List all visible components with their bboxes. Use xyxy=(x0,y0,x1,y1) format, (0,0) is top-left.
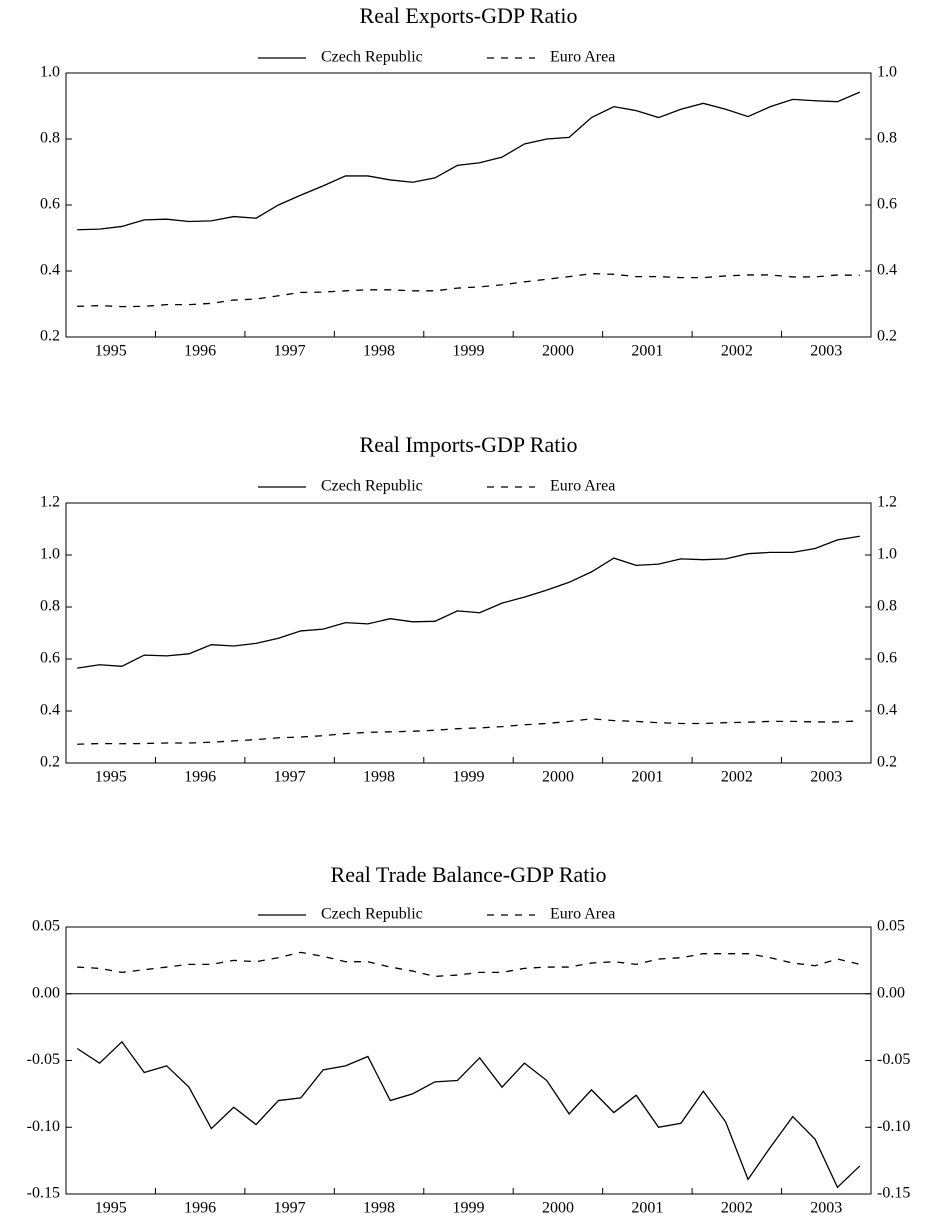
y-tick-label: 1.0 xyxy=(40,64,60,81)
x-tick-label: 2000 xyxy=(542,769,574,786)
y2-tick-label: 0.2 xyxy=(877,754,897,771)
chart-title: Real Trade Balance-GDP Ratio xyxy=(331,862,607,887)
y-tick-label: 1.0 xyxy=(40,546,60,563)
x-tick-label: 1997 xyxy=(274,769,306,786)
x-tick-label: 2002 xyxy=(721,343,753,360)
series-line xyxy=(77,272,860,308)
series-line xyxy=(77,951,860,978)
series-line xyxy=(76,1040,861,1189)
legend-label: Euro Area xyxy=(550,49,615,66)
legend-label: Czech Republic xyxy=(321,906,423,923)
x-tick-label: 2003 xyxy=(810,343,842,360)
series-line xyxy=(77,718,860,745)
legend-label: Czech Republic xyxy=(321,478,423,495)
y2-tick-label: 0.6 xyxy=(877,196,897,213)
x-tick-label: 1996 xyxy=(184,769,216,786)
y-tick-label: 1.2 xyxy=(40,494,60,511)
series-line xyxy=(77,91,861,231)
x-tick-label: 1997 xyxy=(274,1200,306,1217)
x-tick-label: 2003 xyxy=(810,769,842,786)
y-tick-label: 0.05 xyxy=(32,918,60,935)
x-tick-label: 1999 xyxy=(453,1200,485,1217)
x-tick-label: 2001 xyxy=(631,343,663,360)
y2-tick-label: 0.2 xyxy=(877,328,897,345)
x-tick-label: 2003 xyxy=(810,1200,842,1217)
y2-tick-label: 1.0 xyxy=(877,64,897,81)
y-tick-label: 0.00 xyxy=(32,984,60,1001)
legend-label: Czech Republic xyxy=(321,49,423,66)
y-tick-label: 0.4 xyxy=(40,702,60,719)
x-tick-label: 1999 xyxy=(453,769,485,786)
x-tick-label: 1996 xyxy=(184,1200,216,1217)
x-tick-label: 2002 xyxy=(721,769,753,786)
y-tick-label: 0.2 xyxy=(40,328,60,345)
series-line xyxy=(77,535,860,669)
y2-tick-label: 0.8 xyxy=(877,130,897,147)
y2-tick-label: 1.0 xyxy=(877,546,897,563)
y2-tick-label: 0.8 xyxy=(877,598,897,615)
y-tick-label: 0.6 xyxy=(40,650,60,667)
x-tick-label: 2001 xyxy=(631,769,663,786)
x-tick-label: 1998 xyxy=(363,343,395,360)
x-tick-label: 1997 xyxy=(274,343,306,360)
legend-label: Euro Area xyxy=(550,478,615,495)
x-tick-label: 1998 xyxy=(363,1200,395,1217)
legend-label: Euro Area xyxy=(550,906,615,923)
y-tick-label: -0.15 xyxy=(27,1185,60,1202)
chart-title: Real Exports-GDP Ratio xyxy=(360,3,578,28)
x-tick-label: 1995 xyxy=(95,769,127,786)
y-tick-label: -0.10 xyxy=(27,1118,60,1135)
x-tick-label: 2002 xyxy=(721,1200,753,1217)
x-tick-label: 1995 xyxy=(95,343,127,360)
y2-tick-label: -0.10 xyxy=(877,1118,910,1135)
y-tick-label: -0.05 xyxy=(27,1051,60,1068)
x-tick-label: 1995 xyxy=(95,1200,127,1217)
y2-tick-label: -0.05 xyxy=(877,1051,910,1068)
y-tick-label: 0.6 xyxy=(40,196,60,213)
plot-frame xyxy=(65,926,872,1195)
y2-tick-label: 0.6 xyxy=(877,650,897,667)
y2-tick-label: 0.4 xyxy=(877,262,897,279)
chart-title: Real Imports-GDP Ratio xyxy=(360,432,578,457)
y2-tick-label: 0.05 xyxy=(877,918,905,935)
y-tick-label: 0.8 xyxy=(40,130,60,147)
x-tick-label: 2000 xyxy=(542,1200,574,1217)
x-tick-label: 2001 xyxy=(631,1200,663,1217)
x-tick-label: 1999 xyxy=(453,343,485,360)
y-tick-label: 0.8 xyxy=(40,598,60,615)
x-tick-label: 1998 xyxy=(363,769,395,786)
y2-tick-label: 0.4 xyxy=(877,702,897,719)
y-tick-label: 0.2 xyxy=(40,754,60,771)
y2-tick-label: 1.2 xyxy=(877,494,897,511)
y2-tick-label: -0.15 xyxy=(877,1185,910,1202)
plot-frame xyxy=(65,502,872,764)
y2-tick-label: 0.00 xyxy=(877,984,905,1001)
x-tick-label: 1996 xyxy=(184,343,216,360)
y-tick-label: 0.4 xyxy=(40,262,60,279)
plot-frame xyxy=(65,72,872,338)
x-tick-label: 2000 xyxy=(542,343,574,360)
